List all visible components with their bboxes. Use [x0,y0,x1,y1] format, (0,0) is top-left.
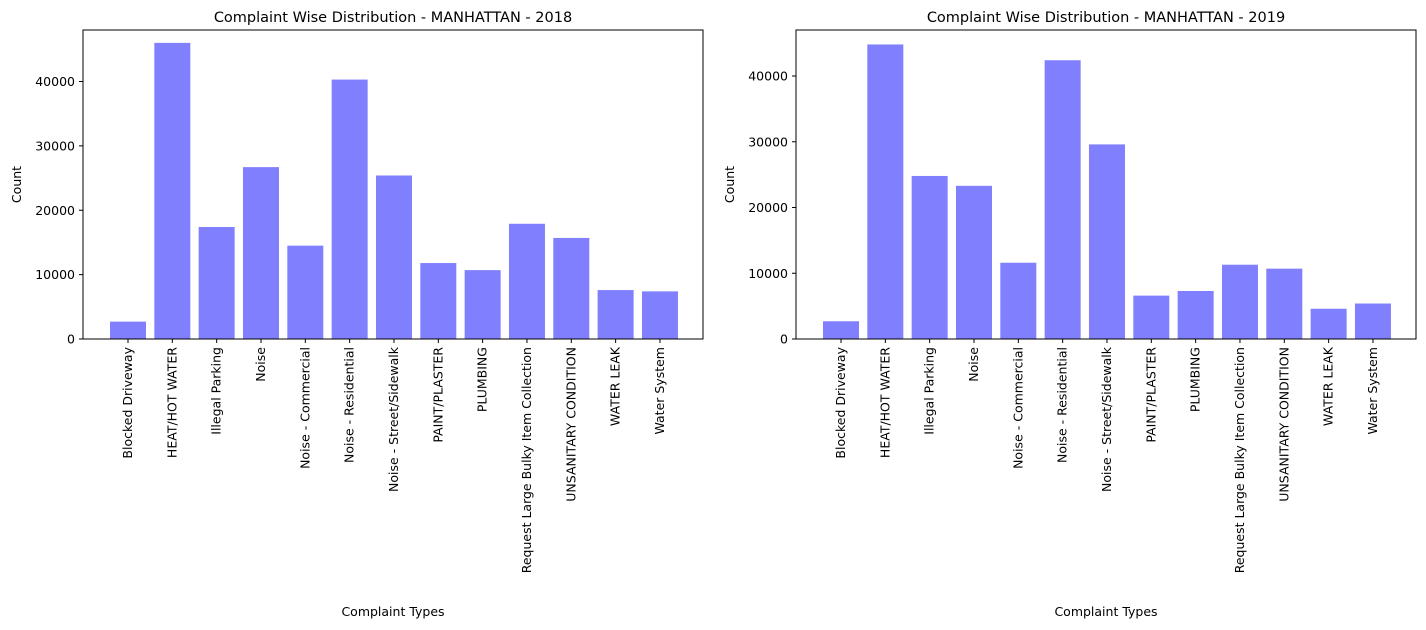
bar [242,167,279,339]
x-tick-label: PAINT/PLASTER [430,347,445,443]
bar [375,175,412,339]
x-tick-label: Noise - Residential [1055,347,1070,463]
x-axis-label: Complaint Types [341,604,444,619]
y-tick-label: 30000 [748,134,788,149]
bar [1088,144,1125,339]
x-tick-label: Water System [1365,347,1380,435]
bar [287,245,324,339]
plot-frame [795,29,1417,340]
bar [1354,303,1391,339]
bar [154,42,191,339]
y-axis-label: Count [9,166,24,203]
chart-title: Complaint Wise Distribution - MANHATTAN … [927,10,1285,26]
bar [1266,268,1303,339]
x-tick-label: Noise - Commercial [1010,347,1025,469]
bar [911,175,948,339]
bar [641,291,678,339]
bar [464,270,501,339]
bar [1133,295,1170,339]
bar [553,237,590,339]
x-tick-label: HEAT/HOT WATER [164,347,179,458]
bar [1177,291,1214,339]
y-tick-label: 0 [780,332,788,347]
x-tick-label: WATER LEAK [1321,346,1336,426]
bar [508,223,545,339]
y-axis-label: Count [722,166,737,203]
y-tick-label: 40000 [748,69,788,84]
chart-2018: Complaint Wise Distribution - MANHATTAN … [9,10,704,619]
bar [1000,262,1037,339]
x-tick-label: Blocked Driveway [120,346,135,458]
chart-2019: Complaint Wise Distribution - MANHATTAN … [722,10,1417,619]
x-tick-label: Blocked Driveway [833,346,848,458]
x-tick-label: HEAT/HOT WATER [877,347,892,458]
x-tick-label: PAINT/PLASTER [1143,347,1158,443]
bar [1044,60,1081,339]
bar [1310,308,1347,339]
y-tick-label: 10000 [35,267,75,282]
x-tick-label: PLUMBING [1188,347,1203,412]
x-tick-label: Noise - Street/Sidewalk [386,346,401,492]
x-tick-label: Noise - Commercial [297,347,312,469]
x-tick-label: Noise - Residential [342,347,357,463]
x-tick-label: Request Large Bulky Item Collection [1232,347,1247,573]
x-tick-label: Noise [253,347,268,382]
bar [198,226,235,339]
x-tick-label: UNSANITARY CONDITION [563,347,578,502]
x-tick-label: Request Large Bulky Item Collection [519,347,534,573]
bar [420,263,457,339]
x-axis-label: Complaint Types [1054,604,1157,619]
y-tick-label: 40000 [35,74,75,89]
plot-frame [82,29,704,340]
bar [110,321,146,339]
y-tick-label: 20000 [748,200,788,215]
x-tick-label: Noise [966,347,981,382]
x-tick-label: Illegal Parking [922,347,937,435]
y-tick-label: 20000 [35,203,75,218]
x-tick-label: WATER LEAK [608,346,623,426]
bar [331,79,368,339]
bar [867,44,904,339]
y-tick-label: 0 [67,332,75,347]
x-tick-label: Water System [652,347,667,435]
x-tick-label: PLUMBING [475,347,490,412]
x-tick-label: Illegal Parking [209,347,224,435]
y-tick-label: 10000 [748,266,788,281]
x-tick-label: UNSANITARY CONDITION [1276,347,1291,502]
bar [955,185,992,339]
bar [597,290,634,339]
x-tick-label: Noise - Street/Sidewalk [1099,346,1114,492]
bar [1221,264,1258,339]
chart-title: Complaint Wise Distribution - MANHATTAN … [214,10,572,26]
bar [823,321,859,339]
y-tick-label: 30000 [35,138,75,153]
